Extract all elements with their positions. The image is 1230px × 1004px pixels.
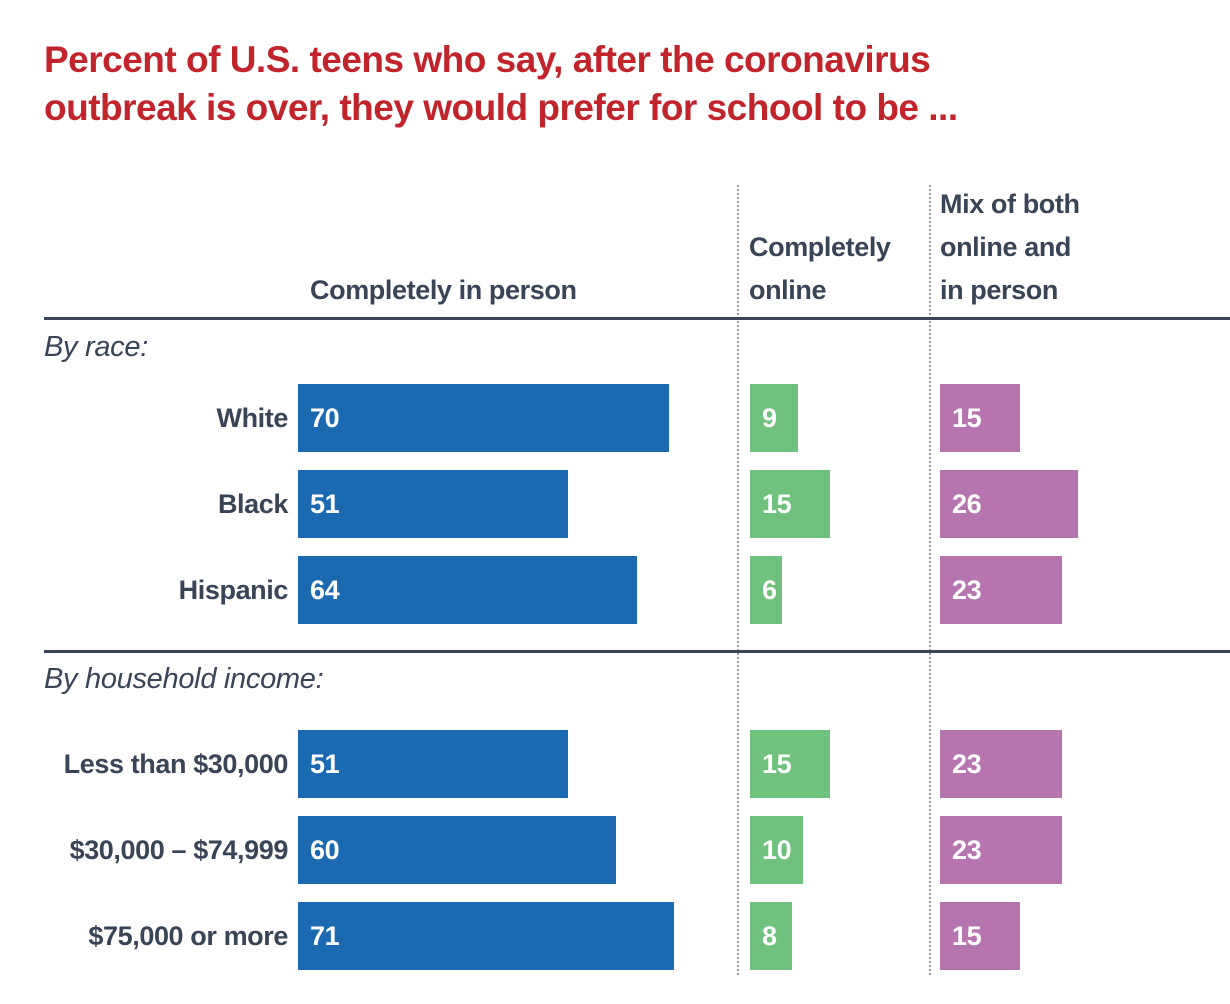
bar-completely-online-black: 15	[750, 470, 830, 538]
group-label-race: By race:	[44, 331, 148, 363]
bar-completely-in-person-white: 70	[298, 384, 669, 452]
category-label-less-than-30-000: Less than $30,000	[63, 749, 289, 779]
value-label: 6	[762, 575, 777, 605]
group-label-income: By household income:	[44, 663, 324, 695]
column-header-mix-of-both: Mix of both online and in person	[940, 183, 1080, 312]
value-label: 15	[952, 403, 982, 433]
row-hispanic: Hispanic 64 6 23	[0, 556, 1230, 624]
bar-completely-online-white: 9	[750, 384, 798, 452]
value-label: 60	[310, 835, 340, 865]
chart-title-line-1: Percent of U.S. teens who say, after the…	[44, 39, 931, 80]
column-separator-dotted-line-1	[737, 185, 739, 975]
chart-title-line-2: outbreak is over, they would prefer for …	[44, 87, 958, 128]
bar-completely-in-person-black: 51	[298, 470, 568, 538]
value-label: 23	[952, 749, 982, 779]
category-label-30-000-74-999: $30,000 – $74,999	[69, 835, 289, 865]
row-75-000-or-more: $75,000 or more 71 8 15	[0, 902, 1230, 970]
value-label: 15	[952, 921, 982, 951]
bar-mix-of-both-black: 26	[940, 470, 1078, 538]
value-label: 70	[310, 403, 340, 433]
value-label: 15	[762, 489, 792, 519]
category-label-hispanic: Hispanic	[178, 575, 289, 605]
chart-title: Percent of U.S. teens who say, after the…	[44, 36, 958, 132]
column-header-line: in person	[940, 275, 1058, 305]
bar-completely-in-person-30-000-74-999: 60	[298, 816, 616, 884]
value-label: 10	[762, 835, 792, 865]
value-label: 51	[310, 489, 340, 519]
bar-mix-of-both-less-than-30-000: 23	[940, 730, 1062, 798]
category-label-black: Black	[217, 489, 288, 519]
column-header-line: Completely	[749, 232, 891, 262]
value-label: 71	[310, 921, 340, 951]
bar-mix-of-both-hispanic: 23	[940, 556, 1062, 624]
row-less-than-30-000: Less than $30,000 51 15 23	[0, 730, 1230, 798]
value-label: 64	[310, 575, 340, 605]
value-label: 8	[762, 921, 777, 951]
value-label: 15	[762, 749, 792, 779]
bar-completely-in-person-75-000-or-more: 71	[298, 902, 674, 970]
value-label: 23	[952, 575, 982, 605]
column-header-completely-in-person: Completely in person	[310, 269, 577, 312]
bar-mix-of-both-white: 15	[940, 384, 1020, 452]
bar-completely-online-30-000-74-999: 10	[750, 816, 803, 884]
row-30-000-74-999: $30,000 – $74,999 60 10 23	[0, 816, 1230, 884]
value-label: 51	[310, 749, 340, 779]
bar-completely-in-person-hispanic: 64	[298, 556, 637, 624]
column-header-completely-online: Completely online	[749, 226, 891, 312]
column-header-line: Mix of both	[940, 189, 1080, 219]
value-label: 26	[952, 489, 982, 519]
value-label: 9	[762, 403, 777, 433]
section-rule-income	[44, 650, 1230, 653]
column-separator-dotted-line-2	[929, 185, 931, 975]
section-rule-top	[44, 317, 1230, 320]
category-label-white: White	[216, 403, 289, 433]
column-header-line: online and	[940, 232, 1072, 262]
value-label: 23	[952, 835, 982, 865]
column-header-line: Completely in person	[310, 275, 577, 305]
bar-completely-online-less-than-30-000: 15	[750, 730, 830, 798]
category-label-75-000-or-more: $75,000 or more	[88, 921, 288, 951]
bar-mix-of-both-30-000-74-999: 23	[940, 816, 1062, 884]
column-header-line: online	[749, 275, 827, 305]
bar-mix-of-both-75-000-or-more: 15	[940, 902, 1020, 970]
bar-completely-in-person-less-than-30-000: 51	[298, 730, 568, 798]
row-white: White 70 9 15	[0, 384, 1230, 452]
bar-completely-online-75-000-or-more: 8	[750, 902, 792, 970]
row-black: Black 51 15 26	[0, 470, 1230, 538]
bar-completely-online-hispanic: 6	[750, 556, 782, 624]
